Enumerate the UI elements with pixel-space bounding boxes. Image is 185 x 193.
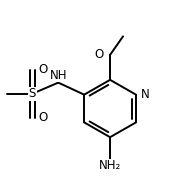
Text: O: O bbox=[38, 111, 47, 124]
Text: S: S bbox=[29, 87, 36, 100]
Text: O: O bbox=[38, 63, 47, 76]
Text: O: O bbox=[94, 48, 104, 61]
Text: NH₂: NH₂ bbox=[99, 159, 121, 172]
Text: N: N bbox=[141, 88, 150, 101]
Text: NH: NH bbox=[50, 69, 67, 82]
